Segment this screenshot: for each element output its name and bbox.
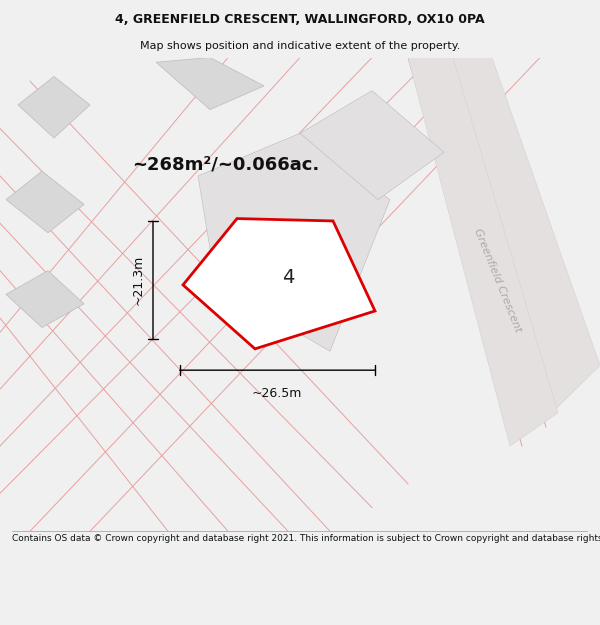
Text: Map shows position and indicative extent of the property.: Map shows position and indicative extent… [140, 41, 460, 51]
Text: Greenfield Crescent: Greenfield Crescent [473, 227, 523, 334]
Polygon shape [18, 76, 90, 138]
Polygon shape [6, 171, 84, 232]
Text: 4: 4 [282, 268, 294, 288]
Polygon shape [198, 133, 390, 351]
Polygon shape [450, 58, 600, 413]
Polygon shape [300, 91, 444, 199]
Text: ~268m²/~0.066ac.: ~268m²/~0.066ac. [132, 155, 319, 173]
Text: 4, GREENFIELD CRESCENT, WALLINGFORD, OX10 0PA: 4, GREENFIELD CRESCENT, WALLINGFORD, OX1… [115, 12, 485, 26]
Text: ~21.3m: ~21.3m [131, 255, 145, 305]
Polygon shape [408, 58, 558, 446]
Polygon shape [6, 271, 84, 328]
Text: ~26.5m: ~26.5m [252, 387, 302, 400]
Polygon shape [156, 58, 264, 109]
Polygon shape [183, 219, 375, 349]
Text: Contains OS data © Crown copyright and database right 2021. This information is : Contains OS data © Crown copyright and d… [12, 534, 600, 543]
